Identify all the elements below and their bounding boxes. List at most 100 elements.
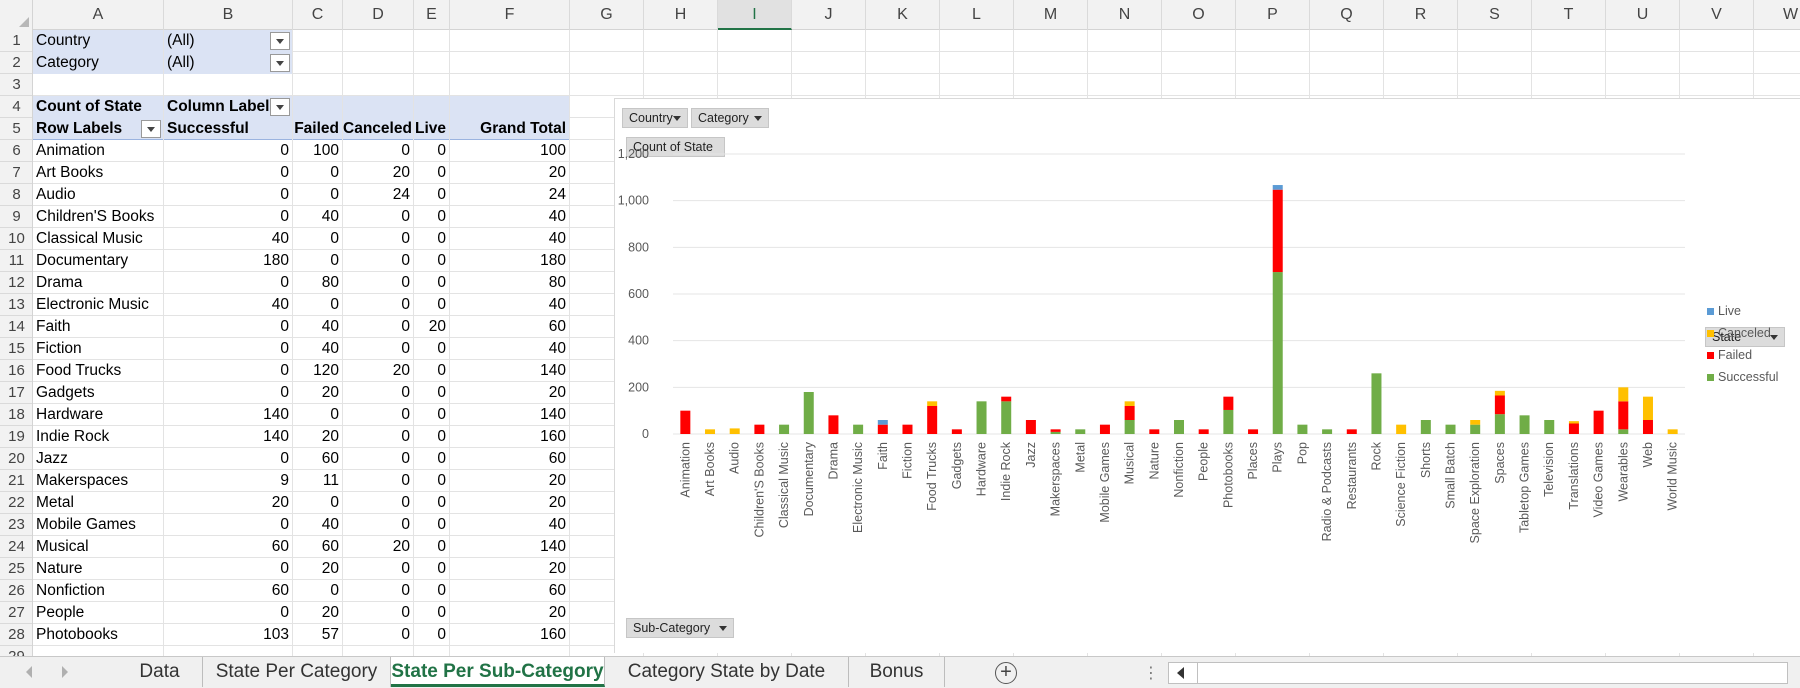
pivot-value-cell[interactable]: 0 [330,164,339,181]
row-header-18[interactable]: 18 [0,404,32,426]
pivot-row-label[interactable]: Electronic Music [36,296,149,313]
pivot-row-label[interactable]: Nonfiction [36,582,105,599]
pivot-value-cell[interactable]: 20 [548,164,566,181]
column-header-p[interactable]: P [1236,0,1310,30]
pivot-value-cell[interactable]: 0 [437,164,446,181]
column-header-w[interactable]: W [1754,0,1800,30]
row-header-26[interactable]: 26 [0,580,32,602]
pivot-row-label[interactable]: Classical Music [36,230,143,247]
pivot-value-cell[interactable]: 0 [280,340,289,357]
pivot-value-cell[interactable]: 0 [437,472,446,489]
pivot-value-cell[interactable]: 140 [540,538,566,555]
pivot-value-cell[interactable]: 20 [548,494,566,511]
pivot-value-cell[interactable]: 0 [401,406,410,423]
pivot-value-cell[interactable]: 40 [321,340,339,357]
column-header-j[interactable]: J [792,0,866,30]
horizontal-scrollbar[interactable] [1168,662,1788,684]
pivot-value-cell[interactable]: 60 [321,450,339,467]
column-header-b[interactable]: B [164,0,293,30]
pivot-value-cell[interactable]: 40 [321,516,339,533]
pivot-value-cell[interactable]: 0 [401,428,410,445]
pivot-value-cell[interactable]: 0 [437,582,446,599]
column-header-d[interactable]: D [343,0,414,30]
row-header-21[interactable]: 21 [0,470,32,492]
row-header-10[interactable]: 10 [0,228,32,250]
pivot-value-cell[interactable]: 0 [437,428,446,445]
tab-splitter-icon[interactable]: ⋮ [1143,665,1159,682]
pivot-value-cell[interactable]: 40 [548,340,566,357]
pivot-value-cell[interactable]: 40 [321,208,339,225]
row-header-11[interactable]: 11 [0,250,32,272]
sheet-tab[interactable]: State Per Sub-Category [391,657,605,687]
pivot-row-label[interactable]: People [36,604,85,621]
scroll-tabs-right-icon[interactable] [62,666,68,678]
row-header-2[interactable]: 2 [0,52,32,74]
pivot-value-cell[interactable]: 0 [437,406,446,423]
row-header-3[interactable]: 3 [0,74,32,96]
filter-category-dropdown[interactable] [270,54,290,72]
pivot-value-cell[interactable]: 0 [280,384,289,401]
row-header-17[interactable]: 17 [0,382,32,404]
row-header-9[interactable]: 9 [0,206,32,228]
pivot-value-cell[interactable]: 20 [392,362,410,379]
pivot-value-cell[interactable]: 0 [437,450,446,467]
pivot-value-cell[interactable]: 80 [321,274,339,291]
pivot-row-label[interactable]: Indie Rock [36,428,110,445]
pivot-value-cell[interactable]: 0 [401,450,410,467]
pivot-value-cell[interactable]: 60 [271,582,289,599]
row-header-24[interactable]: 24 [0,536,32,558]
row-header-20[interactable]: 20 [0,448,32,470]
pivot-value-cell[interactable]: 60 [548,450,566,467]
row-header-4[interactable]: 4 [0,96,32,118]
column-header-m[interactable]: M [1014,0,1088,30]
pivot-value-cell[interactable]: 40 [271,296,289,313]
pivot-value-cell[interactable]: 9 [280,472,289,489]
pivot-value-cell[interactable]: 140 [263,406,289,423]
sheet-tab[interactable]: State Per Category [203,657,391,687]
column-header-h[interactable]: H [644,0,718,30]
row-header-15[interactable]: 15 [0,338,32,360]
row-header-16[interactable]: 16 [0,360,32,382]
column-header-l[interactable]: L [940,0,1014,30]
column-header-s[interactable]: S [1458,0,1532,30]
pivot-value-cell[interactable]: 60 [321,538,339,555]
chart-country-filter-button[interactable]: Country [622,108,688,128]
pivot-value-cell[interactable]: 180 [263,252,289,269]
row-header-8[interactable]: 8 [0,184,32,206]
pivot-value-cell[interactable]: 0 [437,516,446,533]
pivot-value-cell[interactable]: 0 [401,274,410,291]
pivot-chart[interactable]: Country Category Count of State Sub-Cate… [614,98,1800,653]
pivot-value-cell[interactable]: 11 [322,472,339,489]
pivot-value-cell[interactable]: 140 [540,406,566,423]
pivot-value-cell[interactable]: 0 [330,582,339,599]
row-header-23[interactable]: 23 [0,514,32,536]
row-header-22[interactable]: 22 [0,492,32,514]
pivot-value-cell[interactable]: 60 [548,318,566,335]
pivot-value-cell[interactable]: 0 [437,340,446,357]
pivot-value-cell[interactable]: 0 [280,318,289,335]
column-header-t[interactable]: T [1532,0,1606,30]
pivot-value-cell[interactable]: 180 [540,252,566,269]
row-header-19[interactable]: 19 [0,426,32,448]
column-header-a[interactable]: A [33,0,164,30]
pivot-value-cell[interactable]: 0 [330,252,339,269]
pivot-value-cell[interactable]: 0 [437,208,446,225]
column-header-u[interactable]: U [1606,0,1680,30]
pivot-value-cell[interactable]: 140 [263,428,289,445]
pivot-value-cell[interactable]: 160 [540,428,566,445]
column-header-f[interactable]: F [450,0,570,30]
pivot-value-cell[interactable]: 20 [392,164,410,181]
pivot-value-cell[interactable]: 20 [548,472,566,489]
scroll-tabs-left-icon[interactable] [26,666,32,678]
column-header-k[interactable]: K [866,0,940,30]
pivot-value-cell[interactable]: 0 [401,582,410,599]
pivot-value-cell[interactable]: 40 [271,230,289,247]
pivot-value-cell[interactable]: 0 [401,604,410,621]
row-header-27[interactable]: 27 [0,602,32,624]
pivot-value-cell[interactable]: 120 [313,362,339,379]
row-header-1[interactable]: 1 [0,30,32,52]
pivot-value-cell[interactable]: 0 [437,252,446,269]
pivot-value-cell[interactable]: 20 [548,384,566,401]
sheet-tab[interactable]: Data [117,657,203,687]
pivot-value-cell[interactable]: 0 [401,318,410,335]
